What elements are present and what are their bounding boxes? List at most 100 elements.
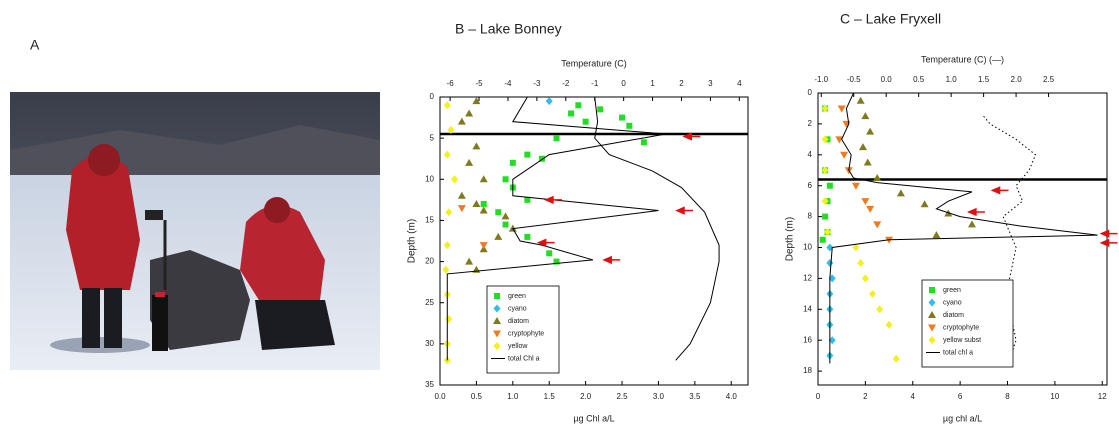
x-tick-label: 2.5 [616,392,628,401]
x-tick-label: 3.0 [653,392,665,401]
legend-label: yellow subst [943,337,981,344]
data-point [822,214,828,220]
x-axis-label: µg Chl a/L [573,413,614,423]
data-point [619,115,625,121]
data-point [502,212,510,219]
data-point [554,135,560,141]
data-point [626,123,632,129]
y-tick-label: 10 [803,243,812,252]
x2-tick-label: -6 [447,79,455,88]
data-point [465,159,473,166]
legend-swatch [929,287,935,293]
x2-axis-label: Temperature (C) [561,58,627,68]
data-point [859,143,867,150]
data-point [641,139,647,145]
data-point [575,102,581,108]
x2-tick-label: 0 [621,79,626,88]
x-tick-label: 4.0 [726,392,738,401]
data-point [820,237,826,243]
data-point [921,200,929,207]
y-axis-label: Depth (m) [785,217,796,261]
figure: A B – Lake BonneyTemperature (C)µg Chl a… [0,0,1119,427]
data-point [480,175,488,182]
x2-tick-label: 1.0 [946,75,958,84]
legend-label: diatom [508,318,529,325]
data-point [583,119,589,125]
data-point [465,258,473,265]
arrow [1102,240,1118,246]
y-tick-label: 15 [425,216,434,225]
panel-label: A [30,37,40,53]
data-point [444,241,451,249]
x2-tick-label: 1.5 [978,75,990,84]
x2-tick-label: 2.5 [1043,75,1055,84]
x2-tick-label: 3 [708,79,713,88]
legend-label: total Chl a [508,355,540,362]
y-tick-label: 18 [803,366,812,375]
data-point [458,205,466,212]
data-point [827,183,833,189]
y-tick-label: 6 [808,181,813,190]
y-tick-label: 14 [803,304,812,313]
legend-label: green [508,293,526,300]
arrow [546,197,562,203]
plot-frame [440,97,748,385]
y-tick-label: 20 [425,257,434,266]
data-point [568,110,574,116]
arrow [993,187,1009,193]
y-tick-label: 25 [425,298,434,307]
data-point [445,208,452,216]
data-point [597,106,603,112]
x-tick-label: 1.0 [507,392,519,401]
data-point [842,121,850,128]
x-tick-label: 1.5 [544,392,556,401]
arrow [677,208,693,214]
y-tick-label: 12 [803,274,812,283]
legend-label: total chl a [943,349,973,356]
x-tick-label: 6 [958,392,963,401]
x2-tick-label: 1 [650,79,655,88]
data-point [445,315,452,323]
arrow [969,209,985,215]
data-point [840,152,848,159]
data-point [866,128,874,135]
x2-tick-label: -4 [504,79,512,88]
x2-tick-label: -5 [475,79,483,88]
temperature-line [595,97,719,360]
x2-tick-label: 4 [737,79,742,88]
y-axis-label: Depth (m) [407,219,418,263]
data-point [458,118,466,125]
data-point [472,142,480,149]
x-tick-label: 0 [816,392,821,401]
data-point [481,201,487,207]
x-tick-label: 10 [1050,392,1059,401]
data-point [494,233,502,240]
x2-tick-label: 2 [679,79,684,88]
data-point [472,200,480,207]
y-tick-label: 10 [425,174,434,183]
data-point [932,231,940,238]
legend-label: yellow [508,343,528,350]
data-point [524,234,530,240]
x-tick-label: 2.0 [580,392,592,401]
legend-label: cryptophyte [508,330,544,337]
data-point [503,222,509,228]
data-point [968,220,976,227]
data-point [524,152,530,158]
data-point [826,259,833,267]
data-point [546,97,553,105]
data-point [546,250,552,256]
legend-label: cyano [943,299,962,306]
x2-tick-label: -2 [562,79,570,88]
figure-canvas: A B – Lake BonneyTemperature (C)µg Chl a… [0,0,1119,427]
legend-label: diatom [943,312,964,319]
data-point [451,175,458,183]
y-tick-label: 35 [425,380,434,389]
x-tick-label: 4 [911,392,916,401]
data-point [503,176,509,182]
x-tick-label: 2 [863,392,868,401]
x2-tick-label: 0.0 [881,75,893,84]
data-point [444,101,451,109]
data-point [510,160,516,166]
legend-label: green [943,287,961,294]
